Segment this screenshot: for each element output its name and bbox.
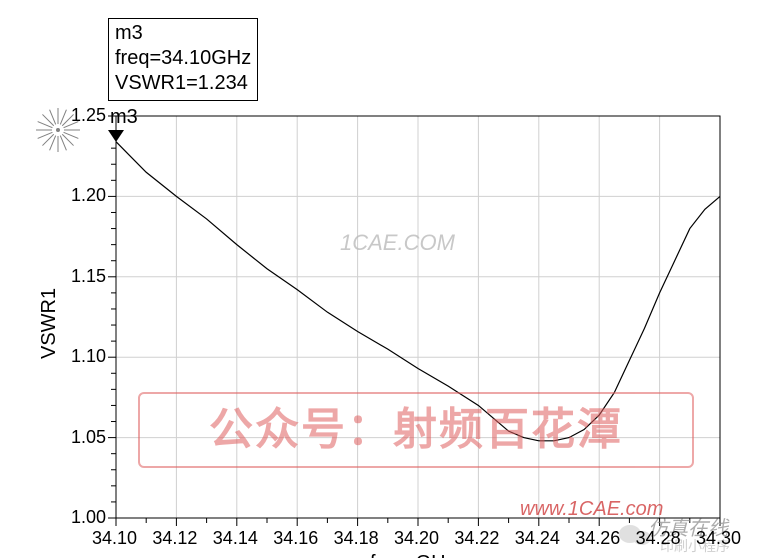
y-tick-label: 1.20 [71,185,106,206]
marker-line-name: m3 [115,21,251,46]
x-tick-label: 34.30 [696,528,741,549]
y-axis-label: VSWR1 [38,288,61,359]
marker-label: m3 [110,106,138,129]
marker-readout-box: m3 freq=34.10GHz VSWR1=1.234 [108,18,258,101]
x-tick-label: 34.16 [273,528,318,549]
marker-line-value: VSWR1=1.234 [115,71,251,96]
y-tick-label: 1.15 [71,266,106,287]
chart-canvas: m3 freq=34.10GHz VSWR1=1.234 m3 VSWR1 fr… [0,0,758,558]
x-tick-label: 34.24 [515,528,560,549]
x-axis-label: freq, GHz [370,552,456,558]
x-tick-label: 34.10 [92,528,137,549]
marker-line-freq: freq=34.10GHz [115,46,251,71]
y-tick-label: 1.05 [71,427,106,448]
x-tick-label: 34.12 [152,528,197,549]
x-tick-label: 34.20 [394,528,439,549]
x-tick-label: 34.18 [334,528,379,549]
x-tick-label: 34.28 [636,528,681,549]
y-tick-label: 1.10 [71,346,106,367]
x-tick-label: 34.14 [213,528,258,549]
y-tick-label: 1.25 [71,105,106,126]
marker-triangle-icon [106,128,126,144]
x-tick-label: 34.22 [454,528,499,549]
y-tick-label: 1.00 [71,507,106,528]
x-tick-label: 34.26 [575,528,620,549]
